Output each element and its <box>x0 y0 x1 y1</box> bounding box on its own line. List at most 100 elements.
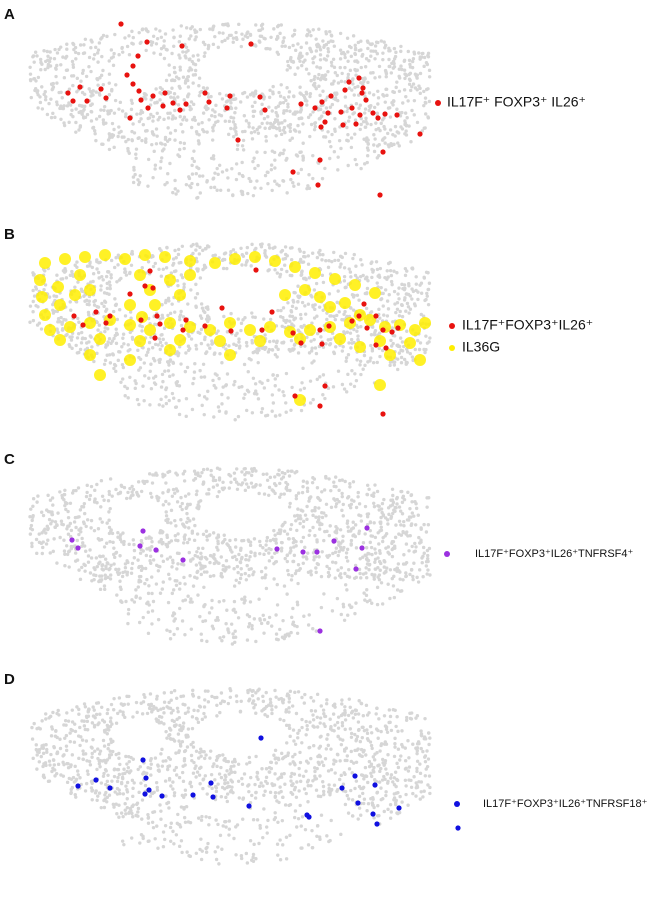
il36g-spot <box>54 299 66 311</box>
tissue-spot <box>367 108 371 113</box>
tissue-spot <box>132 542 136 547</box>
tissue-spot <box>195 259 199 264</box>
tissue-spot <box>426 553 430 558</box>
cell-spot <box>75 545 81 551</box>
tissue-spot <box>339 541 343 545</box>
tissue-spot <box>199 632 203 636</box>
tissue-spot <box>254 23 258 27</box>
tissue-spot <box>252 466 256 471</box>
tissue-spot <box>227 819 232 823</box>
il36g-spot <box>229 253 241 265</box>
tissue-spot <box>319 335 323 339</box>
tissue-spot <box>146 157 151 162</box>
tissue-spot <box>99 37 103 41</box>
tissue-spot <box>143 374 147 378</box>
tissue-spot <box>285 553 289 558</box>
tissue-spot <box>324 747 329 751</box>
tissue-spot <box>30 527 35 532</box>
tissue-spot <box>175 473 179 477</box>
tissue-spot <box>388 115 393 119</box>
tissue-spot <box>347 86 351 90</box>
tissue-spot <box>363 77 367 81</box>
tissue-spot <box>326 130 330 134</box>
tissue-spot <box>427 68 432 73</box>
tissue-spot <box>307 533 311 538</box>
tissue-spot <box>102 771 106 776</box>
tissue-spot <box>383 100 387 104</box>
tissue-spot <box>366 780 370 785</box>
tissue-spot <box>300 269 304 273</box>
tissue-spot <box>74 107 78 111</box>
tissue-spot <box>159 554 164 558</box>
tissue-spot <box>404 360 409 365</box>
tissue-spot <box>293 28 297 33</box>
tissue-spot <box>50 519 55 523</box>
tissue-spot <box>237 385 241 390</box>
cell-spot <box>342 87 348 93</box>
tissue-spot <box>362 137 366 141</box>
tissue-spot <box>172 768 177 772</box>
tissue-spot <box>53 520 58 524</box>
cell-spot <box>290 169 296 175</box>
il36g-spot <box>124 299 136 311</box>
tissue-spot <box>211 341 215 345</box>
tissue-spot <box>162 147 166 151</box>
tissue-spot <box>294 306 298 311</box>
il36g-spot <box>94 333 106 345</box>
tissue-spot <box>52 537 56 541</box>
tissue-spot <box>111 540 115 545</box>
tissue-spot <box>171 190 175 195</box>
tissue-spot <box>317 555 321 559</box>
tissue-spot <box>283 520 287 525</box>
tissue-spot <box>332 149 337 154</box>
tissue-spot <box>240 190 245 194</box>
tissue-spot <box>165 557 170 561</box>
tissue-spot <box>311 305 315 309</box>
tissue-spot <box>391 493 395 498</box>
tissue-spot <box>155 111 159 115</box>
tissue-spot <box>258 823 262 828</box>
tissue-spot <box>85 483 89 488</box>
tissue-spot <box>221 480 225 484</box>
tissue-spot <box>301 366 305 371</box>
tissue-spot <box>136 558 140 562</box>
il36g-spot <box>254 335 266 347</box>
tissue-spot <box>391 511 395 516</box>
tissue-spot <box>259 569 264 574</box>
tissue-spot <box>285 85 289 90</box>
tissue-spot <box>410 544 414 549</box>
tissue-spot <box>107 93 112 97</box>
tissue-spot <box>314 37 318 41</box>
tissue-spot <box>294 569 299 573</box>
tissue-spot <box>363 65 368 69</box>
tissue-spot <box>86 310 91 315</box>
tissue-spot <box>183 793 188 797</box>
tissue-spot <box>182 479 187 483</box>
tissue-spot <box>239 246 243 250</box>
tissue-spot <box>115 280 119 284</box>
tissue-spot <box>422 64 426 69</box>
tissue-spot <box>212 762 216 766</box>
tissue-spot <box>233 635 238 639</box>
il36g-spot <box>52 281 64 293</box>
tissue-spot <box>136 348 140 353</box>
tissue-spot <box>214 618 218 622</box>
tissue-spot <box>145 479 149 484</box>
tissue-spot <box>76 486 81 490</box>
tissue-spot <box>201 467 206 472</box>
tissue-spot <box>323 529 327 534</box>
tissue-spot <box>118 491 122 495</box>
tissue-spot <box>271 489 276 493</box>
tissue-spot <box>134 156 138 160</box>
tissue-spot <box>357 502 362 506</box>
tissue-spot <box>293 342 297 346</box>
tissue-spot <box>419 291 424 295</box>
tissue-spot <box>111 352 115 356</box>
tissue-spot <box>187 492 191 496</box>
tissue-spot <box>332 250 336 255</box>
tissue-spot <box>225 22 230 26</box>
tissue-spot <box>346 50 350 54</box>
tissue-spot <box>369 54 373 58</box>
tissue-spot <box>253 350 257 354</box>
tissue-spot <box>372 501 376 506</box>
